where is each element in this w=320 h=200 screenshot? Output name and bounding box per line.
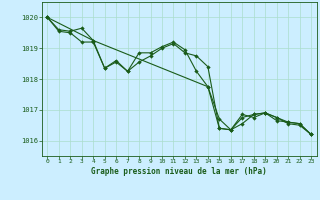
X-axis label: Graphe pression niveau de la mer (hPa): Graphe pression niveau de la mer (hPa) [91,167,267,176]
